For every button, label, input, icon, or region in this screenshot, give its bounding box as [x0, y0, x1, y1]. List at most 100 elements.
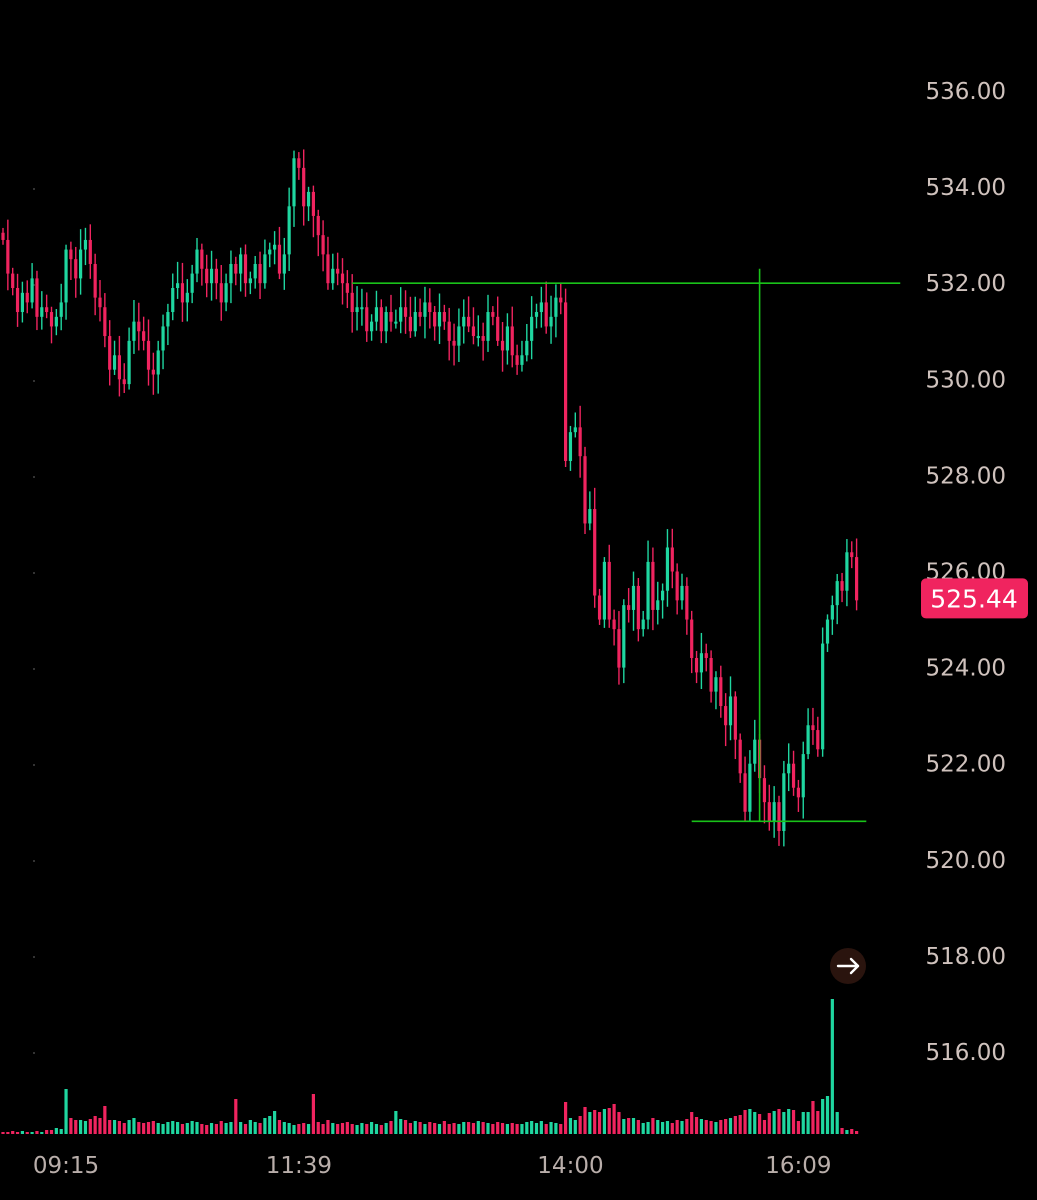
candle-body	[88, 239, 92, 264]
candle-body	[806, 725, 810, 755]
time-axis[interactable]: 09:15 11:39 14:00 16:09	[33, 1153, 832, 1179]
candle-body	[525, 340, 529, 356]
candle-body	[656, 600, 660, 610]
volume-bar	[117, 1121, 121, 1134]
volume-bar	[685, 1119, 689, 1134]
volume-bar	[641, 1123, 645, 1134]
volume-bar	[1, 1132, 5, 1134]
candle-body	[127, 340, 131, 385]
candle-body	[845, 552, 849, 591]
volume-bar	[399, 1119, 403, 1134]
volume-bar	[515, 1124, 519, 1134]
volume-bar	[714, 1122, 718, 1134]
candle-body	[263, 254, 267, 284]
candle-body	[622, 605, 626, 668]
volume-bar	[176, 1122, 180, 1134]
candle-body	[748, 763, 752, 812]
candle-body	[45, 307, 49, 313]
candle-body	[25, 292, 29, 303]
candle-body	[573, 427, 577, 433]
candle-body	[360, 307, 364, 310]
candle-body	[345, 283, 349, 293]
volume-bar	[146, 1122, 151, 1134]
candle-body	[108, 336, 112, 370]
volume-bar	[98, 1118, 102, 1134]
volume-bar	[408, 1123, 412, 1134]
scroll-to-latest-button[interactable]	[830, 948, 866, 984]
volume-bar	[559, 1124, 563, 1134]
volume-bar	[656, 1120, 660, 1134]
volume-bar	[413, 1121, 417, 1134]
candle-body	[418, 312, 422, 317]
volume-bar	[268, 1116, 272, 1134]
grid-dots	[33, 188, 35, 1054]
grid-dot	[33, 476, 35, 478]
volume-bar	[248, 1120, 252, 1134]
candle-body	[782, 773, 786, 831]
volume-bar	[719, 1120, 723, 1134]
candle-body	[379, 307, 383, 332]
candle-body	[559, 297, 563, 303]
grid-dot	[33, 284, 35, 286]
candle-body	[326, 254, 330, 284]
candle-body	[185, 292, 189, 303]
time-tick-label: 16:09	[765, 1153, 831, 1179]
candle-body	[302, 167, 306, 207]
candle-body	[15, 288, 20, 313]
volume-bar	[292, 1125, 296, 1134]
volume-bar	[219, 1121, 223, 1134]
volume-bar	[825, 1096, 830, 1134]
candle-body	[447, 321, 451, 341]
candle-body	[724, 706, 728, 726]
candle-body	[753, 739, 757, 764]
volume-bar	[442, 1121, 446, 1134]
drawings[interactable]	[352, 268, 901, 823]
volume-bar	[234, 1099, 238, 1134]
candle-body	[743, 773, 747, 812]
candle-body	[534, 312, 539, 317]
volume-bar	[855, 1131, 859, 1134]
volume-bar	[530, 1121, 534, 1134]
volume-bar	[195, 1122, 199, 1134]
candle-body	[11, 273, 15, 289]
candle-body	[156, 350, 160, 375]
candle-body	[481, 336, 485, 341]
volume-bar	[69, 1118, 73, 1134]
candle-body	[195, 249, 199, 274]
volume-bar	[554, 1123, 558, 1134]
candle-body	[219, 283, 223, 303]
volume-bar	[171, 1121, 175, 1134]
grid-dot	[33, 572, 35, 574]
candle-body	[801, 754, 805, 798]
candle-body	[234, 263, 238, 274]
candle-body	[306, 191, 311, 207]
volume-bar	[670, 1123, 674, 1134]
candle-body	[161, 326, 165, 351]
volume-bar	[830, 999, 834, 1134]
candle-body	[530, 316, 534, 341]
candle-body	[588, 509, 592, 524]
candle-body	[636, 585, 640, 630]
volume-bar	[108, 1120, 112, 1134]
candle-body	[840, 581, 844, 591]
volume-bar	[680, 1121, 684, 1134]
price-tick-label: 524.00	[926, 656, 1006, 682]
volume-bar	[491, 1124, 495, 1134]
candle-body	[607, 561, 611, 620]
grid-dot	[33, 668, 35, 670]
candle-body	[510, 326, 514, 356]
volume-bar	[403, 1120, 408, 1134]
candle-body	[830, 605, 834, 620]
volume-bar	[549, 1122, 553, 1134]
volume-bar	[59, 1129, 63, 1134]
volume-bar	[496, 1122, 500, 1134]
volume-bar	[321, 1124, 325, 1134]
candle-body	[137, 321, 141, 332]
volume-bar	[811, 1101, 815, 1134]
candle-body	[631, 585, 636, 610]
volume-bar	[127, 1120, 131, 1134]
candle-body	[54, 316, 58, 327]
volume-bar	[166, 1122, 170, 1134]
volume-bar	[821, 1099, 825, 1134]
